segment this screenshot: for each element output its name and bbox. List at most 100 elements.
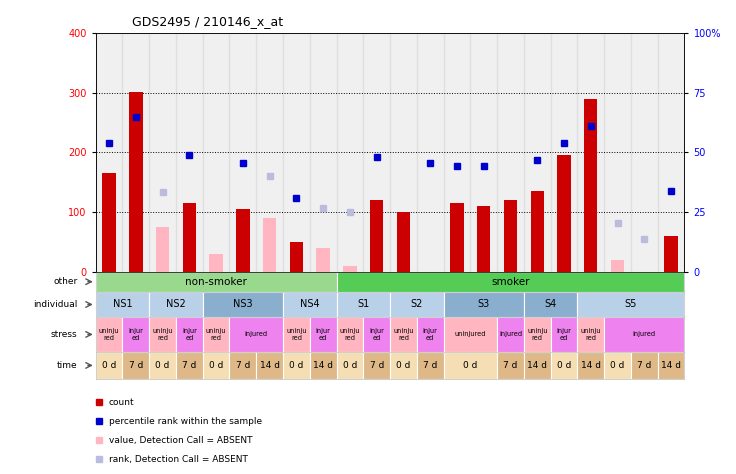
Bar xyxy=(283,317,310,352)
Bar xyxy=(149,317,176,352)
Text: individual: individual xyxy=(33,300,77,309)
Bar xyxy=(604,352,631,379)
Bar xyxy=(283,292,336,317)
Bar xyxy=(236,209,250,272)
Text: injur
ed: injur ed xyxy=(182,328,197,341)
Text: NS3: NS3 xyxy=(233,300,252,310)
Bar xyxy=(202,352,230,379)
Bar xyxy=(156,227,169,272)
Bar xyxy=(551,317,578,352)
Text: 0 d: 0 d xyxy=(396,361,411,370)
Bar xyxy=(604,33,631,272)
Text: count: count xyxy=(109,398,134,407)
Bar xyxy=(417,352,444,379)
Text: injur
ed: injur ed xyxy=(316,328,330,341)
Text: time: time xyxy=(57,361,77,370)
Bar xyxy=(578,317,604,352)
Bar xyxy=(584,99,598,272)
Text: uninjured: uninjured xyxy=(455,331,486,337)
Bar xyxy=(578,292,684,317)
Text: uninju
red: uninju red xyxy=(581,328,601,341)
Bar xyxy=(444,317,497,352)
Text: injur
ed: injur ed xyxy=(422,328,438,341)
Bar xyxy=(497,317,524,352)
Text: 0 d: 0 d xyxy=(209,361,223,370)
Bar xyxy=(230,317,283,352)
Bar xyxy=(149,292,202,317)
Text: S3: S3 xyxy=(478,300,490,310)
Bar xyxy=(450,203,464,272)
Text: S5: S5 xyxy=(625,300,637,310)
Bar xyxy=(176,33,202,272)
Bar xyxy=(230,33,256,272)
Bar xyxy=(444,292,524,317)
Bar xyxy=(364,33,390,272)
Bar xyxy=(417,33,444,272)
Text: 14 d: 14 d xyxy=(661,361,681,370)
Bar xyxy=(631,352,658,379)
Text: 14 d: 14 d xyxy=(527,361,548,370)
Text: 14 d: 14 d xyxy=(260,361,280,370)
Bar xyxy=(256,33,283,272)
Bar xyxy=(604,317,684,352)
Bar xyxy=(551,33,578,272)
Bar xyxy=(210,254,223,272)
Text: 14 d: 14 d xyxy=(581,361,601,370)
Text: 7 d: 7 d xyxy=(129,361,143,370)
Text: NS2: NS2 xyxy=(166,300,186,310)
Text: 0 d: 0 d xyxy=(610,361,625,370)
Bar xyxy=(310,352,336,379)
Bar xyxy=(551,352,578,379)
Bar xyxy=(524,292,578,317)
Text: 7 d: 7 d xyxy=(369,361,384,370)
Bar xyxy=(470,33,497,272)
Text: NS1: NS1 xyxy=(113,300,132,310)
Bar xyxy=(336,272,684,292)
Bar xyxy=(290,242,303,272)
Text: NS4: NS4 xyxy=(300,300,319,310)
Text: rank, Detection Call = ABSENT: rank, Detection Call = ABSENT xyxy=(109,455,247,464)
Bar xyxy=(149,33,176,272)
Text: uninju
red: uninju red xyxy=(527,328,548,341)
Bar xyxy=(202,317,230,352)
Bar xyxy=(310,33,336,272)
Text: 14 d: 14 d xyxy=(314,361,333,370)
Bar xyxy=(524,352,551,379)
Text: uninju
red: uninju red xyxy=(206,328,227,341)
Bar xyxy=(96,292,149,317)
Text: uninju
red: uninju red xyxy=(393,328,414,341)
Text: percentile rank within the sample: percentile rank within the sample xyxy=(109,417,262,426)
Bar xyxy=(230,352,256,379)
Text: non-smoker: non-smoker xyxy=(185,277,247,287)
Bar xyxy=(578,352,604,379)
Bar xyxy=(96,33,122,272)
Bar xyxy=(263,218,276,272)
Bar xyxy=(96,272,336,292)
Bar xyxy=(122,352,149,379)
Bar xyxy=(557,155,570,272)
Bar xyxy=(524,317,551,352)
Bar xyxy=(122,317,149,352)
Text: injur
ed: injur ed xyxy=(369,328,384,341)
Bar xyxy=(316,248,330,272)
Bar xyxy=(390,33,417,272)
Text: value, Detection Call = ABSENT: value, Detection Call = ABSENT xyxy=(109,436,252,445)
Bar xyxy=(665,236,678,272)
Bar xyxy=(149,352,176,379)
Bar xyxy=(611,260,624,272)
Text: 0 d: 0 d xyxy=(557,361,571,370)
Bar xyxy=(578,33,604,272)
Bar xyxy=(658,352,684,379)
Bar xyxy=(531,191,544,272)
Text: GDS2495 / 210146_x_at: GDS2495 / 210146_x_at xyxy=(132,16,283,28)
Bar xyxy=(283,352,310,379)
Text: S2: S2 xyxy=(411,300,423,310)
Text: 7 d: 7 d xyxy=(503,361,517,370)
Text: uninju
red: uninju red xyxy=(152,328,173,341)
Bar xyxy=(336,352,364,379)
Bar xyxy=(183,203,196,272)
Bar xyxy=(102,173,116,272)
Bar xyxy=(129,91,143,272)
Bar xyxy=(390,352,417,379)
Text: 7 d: 7 d xyxy=(236,361,250,370)
